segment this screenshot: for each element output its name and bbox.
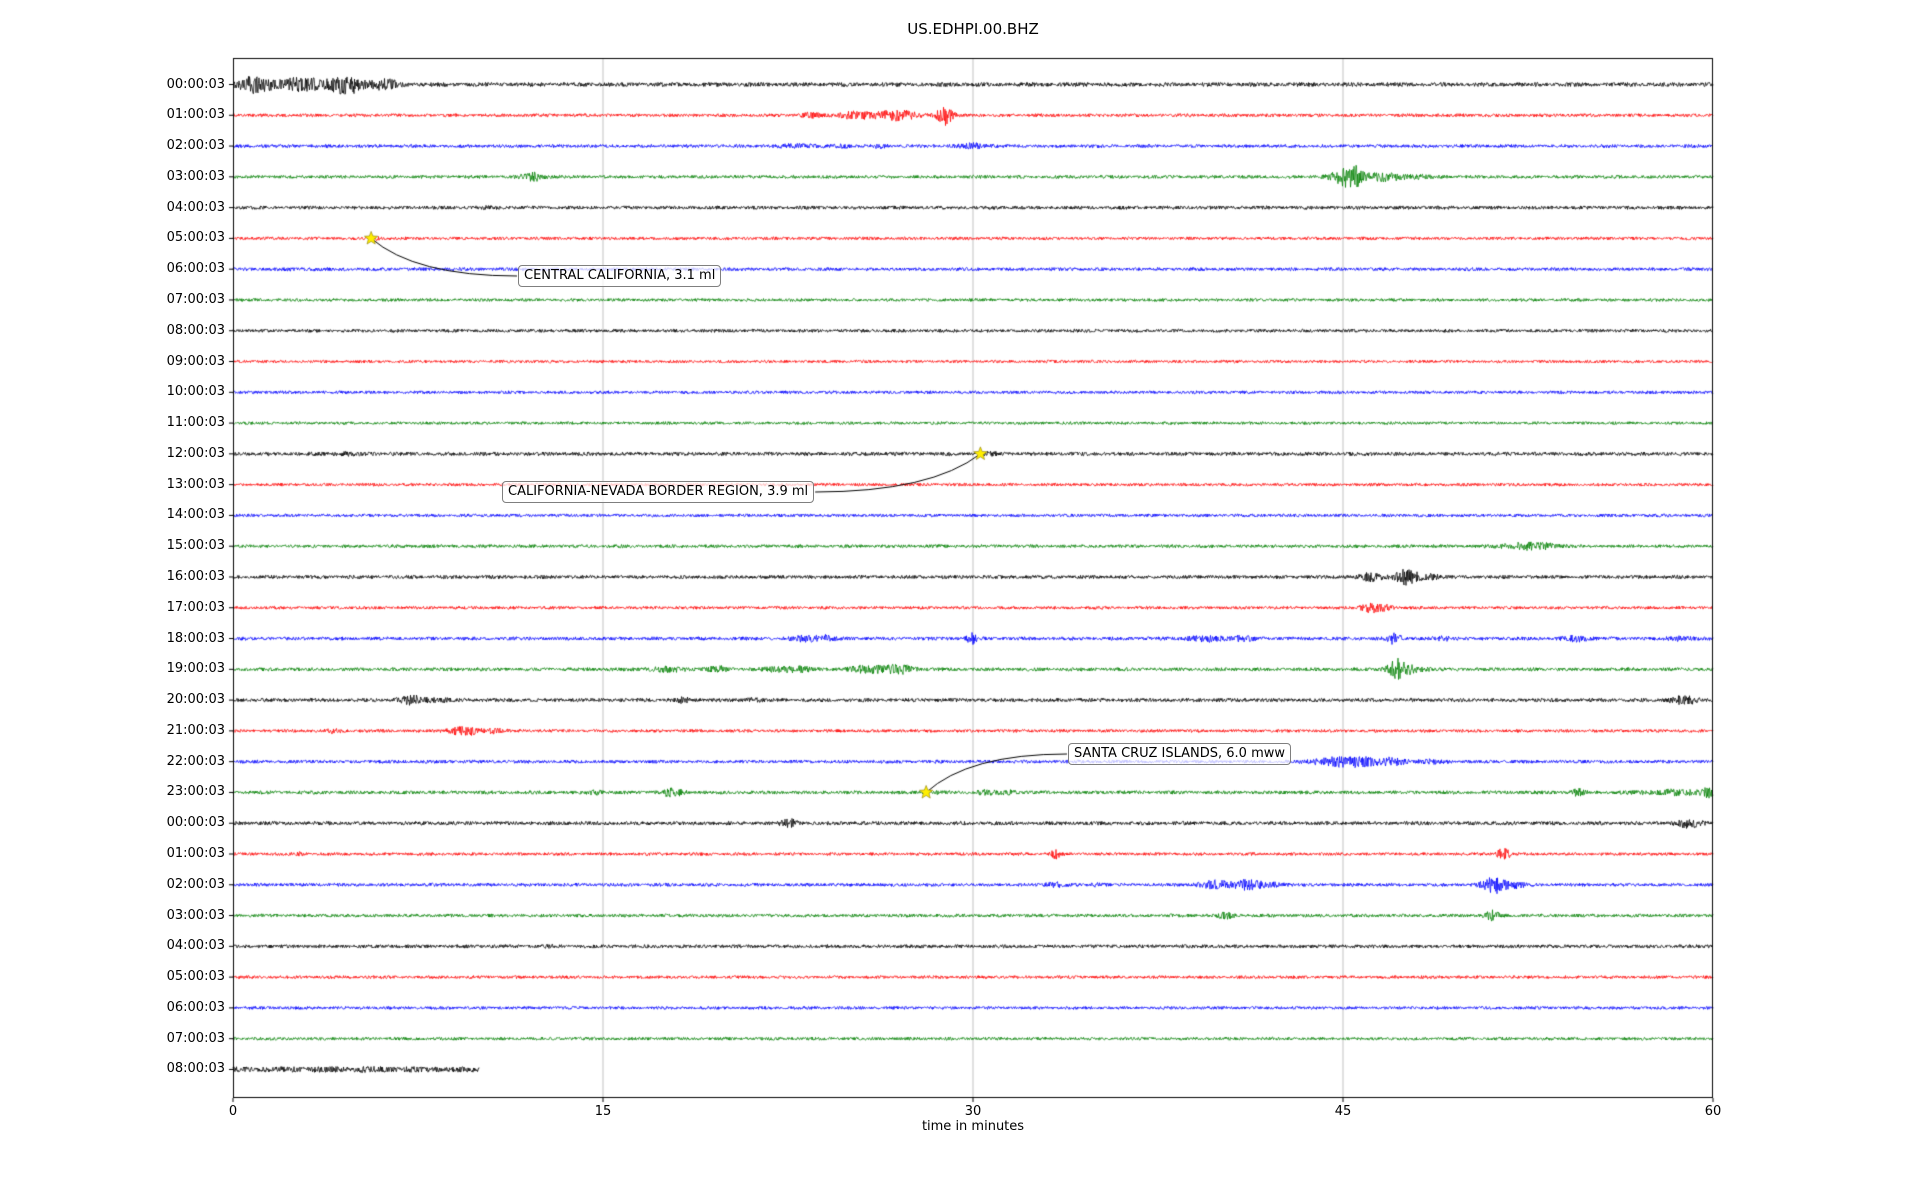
y-axis-label: 18:00:03	[166, 630, 225, 646]
x-axis-tick-label: 60	[1704, 1104, 1722, 1119]
x-axis-tick-label: 0	[228, 1104, 238, 1119]
y-axis-label: 08:00:03	[166, 1061, 225, 1077]
y-axis-label: 00:00:03	[166, 815, 225, 831]
y-axis-label: 06:00:03	[166, 261, 225, 277]
y-axis-label: 04:00:03	[166, 199, 225, 215]
chart-title: US.EDHPI.00.BHZ	[907, 20, 1039, 38]
y-axis-label: 01:00:03	[166, 107, 225, 123]
y-axis-label: 15:00:03	[166, 538, 225, 554]
y-axis-label: 12:00:03	[166, 445, 225, 461]
x-axis-tick-label: 15	[594, 1104, 612, 1119]
y-axis-label: 20:00:03	[166, 692, 225, 708]
y-axis-label: 11:00:03	[166, 415, 225, 431]
y-axis-label: 00:00:03	[166, 76, 225, 92]
y-axis-label: 08:00:03	[166, 322, 225, 338]
x-axis-tick-label: 30	[964, 1104, 982, 1119]
event-annotation-california-nevada-border: CALIFORNIA-NEVADA BORDER REGION, 3.9 ml	[502, 481, 815, 503]
x-axis-tick-label: 45	[1334, 1104, 1352, 1119]
y-axis-label: 19:00:03	[166, 661, 225, 677]
y-axis-label: 17:00:03	[166, 599, 225, 615]
y-axis-label: 16:00:03	[166, 568, 225, 584]
y-axis-label: 13:00:03	[166, 476, 225, 492]
y-axis-label: 05:00:03	[166, 969, 225, 985]
y-axis-label: 02:00:03	[166, 138, 225, 154]
y-axis-label: 04:00:03	[166, 938, 225, 954]
y-axis-label: 23:00:03	[166, 784, 225, 800]
y-axis-label: 06:00:03	[166, 999, 225, 1015]
y-axis-label: 10:00:03	[166, 384, 225, 400]
y-axis-label: 03:00:03	[166, 907, 225, 923]
y-axis-label: 22:00:03	[166, 753, 225, 769]
y-axis-label: 14:00:03	[166, 507, 225, 523]
y-axis-label: 07:00:03	[166, 1030, 225, 1046]
y-axis-label: 09:00:03	[166, 353, 225, 369]
x-axis-label: time in minutes	[921, 1119, 1025, 1134]
y-axis-label: 05:00:03	[166, 230, 225, 246]
y-axis-label: 03:00:03	[166, 168, 225, 184]
y-axis-label: 01:00:03	[166, 846, 225, 861]
event-annotation-central-california: CENTRAL CALIFORNIA, 3.1 ml	[518, 265, 722, 287]
y-axis-label: 21:00:03	[166, 722, 225, 738]
event-annotation-santa-cruz-islands: SANTA CRUZ ISLANDS, 6.0 mww	[1068, 743, 1292, 765]
y-axis-label: 07:00:03	[166, 291, 225, 307]
y-axis-label: 02:00:03	[166, 876, 225, 892]
